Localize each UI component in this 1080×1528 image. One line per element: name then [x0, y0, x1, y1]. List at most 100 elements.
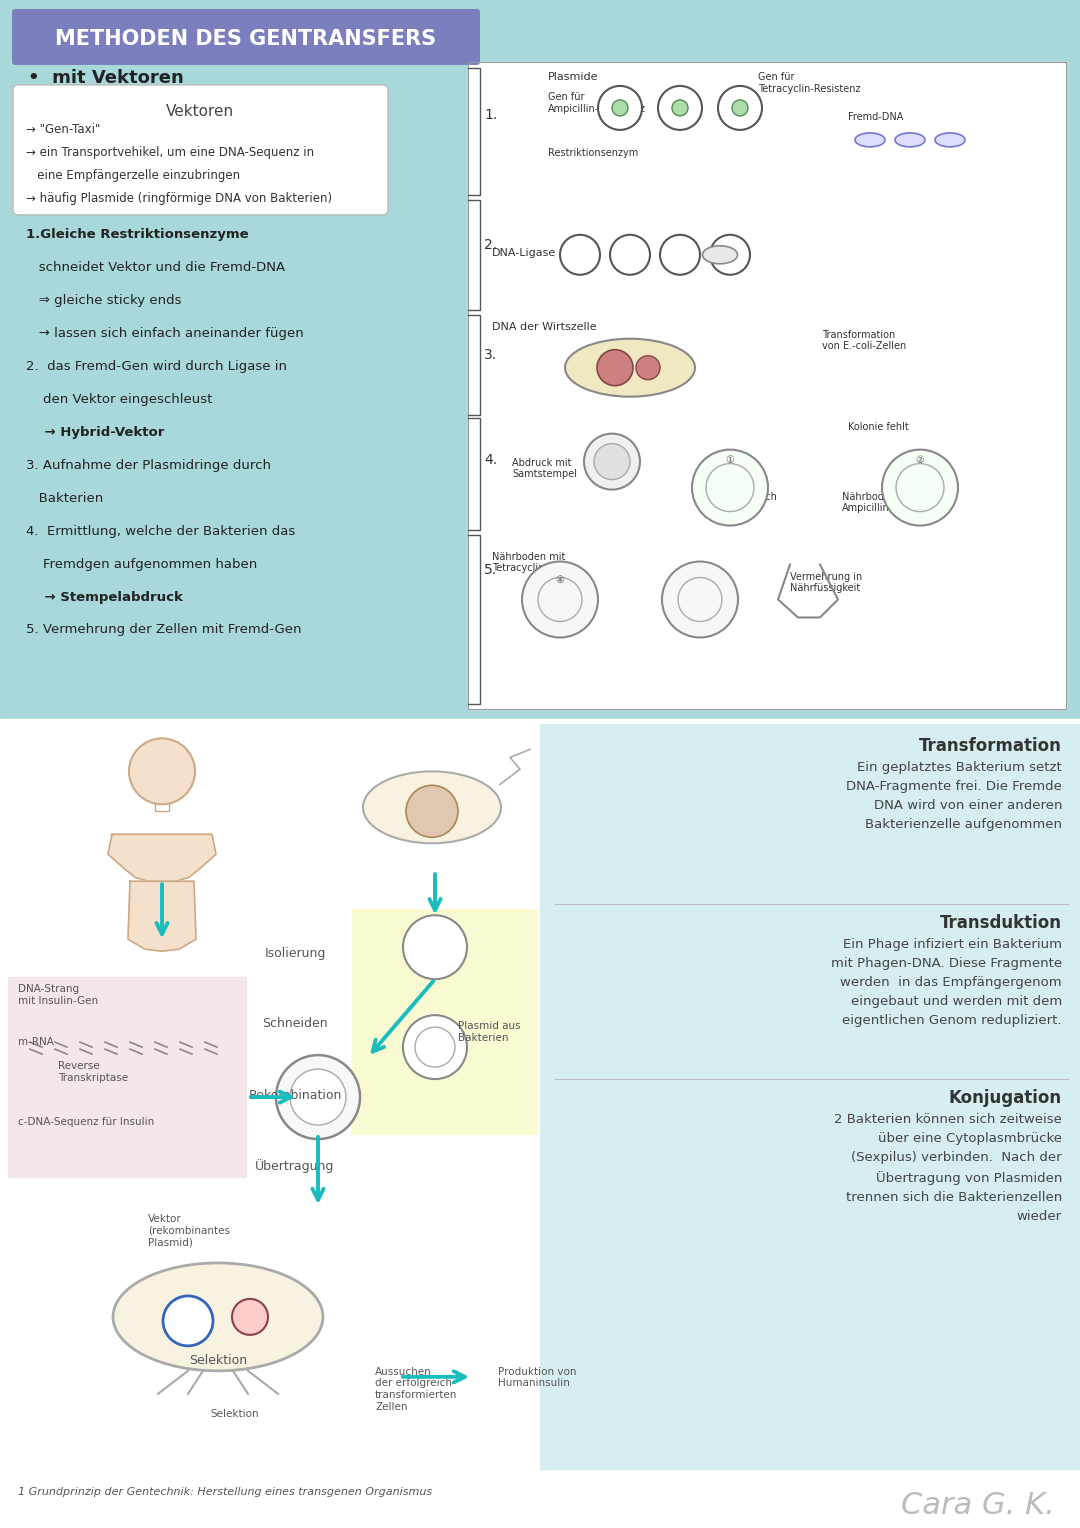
Text: Bakterien: Bakterien	[26, 492, 104, 504]
Text: Transduktion: Transduktion	[940, 914, 1062, 932]
Text: schneidet Vektor und die Fremd-DNA: schneidet Vektor und die Fremd-DNA	[26, 261, 285, 274]
Circle shape	[732, 99, 748, 116]
Text: 3.: 3.	[484, 348, 497, 362]
Text: → Stempelabdruck: → Stempelabdruck	[26, 590, 183, 604]
Text: 4.  Ermittlung, welche der Bakterien das: 4. Ermittlung, welche der Bakterien das	[26, 524, 295, 538]
Bar	[352, 909, 537, 1134]
Text: 5. Vermehrung der Zellen mit Fremd-Gen: 5. Vermehrung der Zellen mit Fremd-Gen	[26, 623, 301, 637]
Text: Restriktionsenzym: Restriktionsenzym	[548, 148, 638, 157]
FancyBboxPatch shape	[13, 86, 388, 215]
Ellipse shape	[702, 246, 738, 264]
Text: Gen für
Tetracyclin-Resistenz: Gen für Tetracyclin-Resistenz	[758, 72, 861, 93]
Text: Übertragung: Übertragung	[255, 1160, 335, 1174]
Circle shape	[415, 1027, 455, 1067]
Text: Rekombination: Rekombination	[248, 1089, 341, 1102]
Text: Reverse
Transkriptase: Reverse Transkriptase	[58, 1060, 129, 1083]
Text: 5.: 5.	[484, 562, 497, 576]
Circle shape	[710, 235, 750, 275]
Bar	[468, 63, 1066, 709]
Text: ②: ②	[916, 455, 924, 465]
Ellipse shape	[855, 133, 885, 147]
Circle shape	[658, 86, 702, 130]
Text: → ein Transportvehikel, um eine DNA-Sequenz in: → ein Transportvehikel, um eine DNA-Sequ…	[26, 145, 314, 159]
Text: → häufig Plasmide (ringförmige DNA von Bakterien): → häufig Plasmide (ringförmige DNA von B…	[26, 193, 333, 205]
Bar	[0, 0, 1080, 720]
Text: Transformation: Transformation	[919, 738, 1062, 755]
Circle shape	[662, 561, 738, 637]
Text: 2 Bakterien können sich zeitweise
über eine Cytoplasmbrücke
(Sexpilus) verbinden: 2 Bakterien können sich zeitweise über e…	[834, 1112, 1062, 1222]
Circle shape	[597, 350, 633, 385]
Circle shape	[610, 235, 650, 275]
Circle shape	[403, 915, 467, 979]
Text: Gen für
Ampicillin-Resistenz: Gen für Ampicillin-Resistenz	[548, 92, 646, 113]
Circle shape	[232, 1299, 268, 1335]
Circle shape	[403, 1015, 467, 1079]
Text: Cara G. K.: Cara G. K.	[901, 1491, 1055, 1520]
Text: Produktion von
Humaninsulin: Produktion von Humaninsulin	[498, 1368, 577, 1389]
Circle shape	[522, 561, 598, 637]
Polygon shape	[129, 882, 195, 952]
Text: Selektion: Selektion	[189, 1354, 247, 1368]
Circle shape	[692, 449, 768, 526]
Ellipse shape	[895, 133, 924, 147]
Text: ④: ④	[555, 575, 565, 585]
Text: Vektor
(rekombinantes
Plasmid): Vektor (rekombinantes Plasmid)	[148, 1213, 230, 1247]
Text: Selektion: Selektion	[210, 1409, 258, 1420]
Bar	[540, 724, 1080, 1468]
Bar	[8, 978, 246, 1177]
Text: Plasmid aus
Bakterien: Plasmid aus Bakterien	[458, 1021, 521, 1042]
Circle shape	[406, 785, 458, 837]
Circle shape	[584, 434, 640, 489]
Circle shape	[598, 86, 642, 130]
Text: Kolonie fehlt: Kolonie fehlt	[848, 422, 908, 431]
Text: ①: ①	[726, 455, 734, 465]
Text: 2.: 2.	[484, 238, 497, 252]
Circle shape	[561, 235, 600, 275]
Circle shape	[129, 738, 195, 804]
Text: •  mit Vektoren: • mit Vektoren	[28, 69, 184, 87]
Text: → Hybrid-Vektor: → Hybrid-Vektor	[26, 426, 164, 439]
Text: Fremd-DNA: Fremd-DNA	[848, 112, 903, 122]
Circle shape	[636, 356, 660, 379]
Ellipse shape	[363, 772, 501, 843]
Circle shape	[882, 449, 958, 526]
Circle shape	[718, 86, 762, 130]
Circle shape	[594, 443, 630, 480]
Text: Abdruck mit
Samtstempel: Abdruck mit Samtstempel	[512, 457, 577, 480]
Text: 1 Grundprinzip der Gentechnik: Herstellung eines transgenen Organismus: 1 Grundprinzip der Gentechnik: Herstellu…	[18, 1487, 432, 1497]
Bar	[468, 63, 1066, 709]
Text: Ein Phage infiziert ein Bakterium
mit Phagen-DNA. Diese Fragmente
werden  in das: Ein Phage infiziert ein Bakterium mit Ph…	[831, 938, 1062, 1027]
Text: Fremdgen aufgenommen haben: Fremdgen aufgenommen haben	[26, 558, 257, 570]
Text: DNA-Ligase: DNA-Ligase	[492, 248, 556, 258]
Circle shape	[612, 99, 627, 116]
Text: c-DNA-Sequenz für Insulin: c-DNA-Sequenz für Insulin	[18, 1117, 154, 1128]
Text: Vermehrung in
Nährfüssigkeit: Vermehrung in Nährfüssigkeit	[789, 571, 862, 593]
Text: Plasmide: Plasmide	[548, 72, 598, 83]
Ellipse shape	[113, 1264, 323, 1371]
Text: Schneiden: Schneiden	[262, 1018, 328, 1030]
Text: DNA der Wirtszelle: DNA der Wirtszelle	[492, 322, 596, 332]
Text: ⇒ gleiche sticky ends: ⇒ gleiche sticky ends	[26, 293, 181, 307]
Text: Konjugation: Konjugation	[949, 1089, 1062, 1108]
Text: → "Gen-Taxi": → "Gen-Taxi"	[26, 122, 100, 136]
Bar	[0, 720, 1080, 1526]
Text: Nährboden mit
Ampicillin: Nährboden mit Ampicillin	[842, 492, 916, 513]
Text: 3. Aufnahme der Plasmidringe durch: 3. Aufnahme der Plasmidringe durch	[26, 458, 271, 472]
Text: Isolierung: Isolierung	[265, 947, 326, 960]
Circle shape	[163, 1296, 213, 1346]
Text: m-RNA: m-RNA	[18, 1038, 54, 1047]
Text: 4.: 4.	[484, 452, 497, 466]
Text: 2.  das Fremd-Gen wird durch Ligase in: 2. das Fremd-Gen wird durch Ligase in	[26, 359, 287, 373]
Text: Vektoren: Vektoren	[166, 104, 234, 119]
Text: Transformation
von E.-coli-Zellen: Transformation von E.-coli-Zellen	[822, 330, 906, 351]
Text: Aussuchen
der erfolgreich
transformierten
Zellen: Aussuchen der erfolgreich transformierte…	[375, 1368, 457, 1412]
Ellipse shape	[565, 339, 696, 397]
Text: DNA-Strang
mit Insulin-Gen: DNA-Strang mit Insulin-Gen	[18, 984, 98, 1005]
Text: → lassen sich einfach aneinander fügen: → lassen sich einfach aneinander fügen	[26, 327, 303, 339]
Circle shape	[291, 1070, 346, 1125]
Text: METHODEN DES GENTRANSFERS: METHODEN DES GENTRANSFERS	[55, 29, 436, 49]
Text: eine Empfängerzelle einzubringen: eine Empfängerzelle einzubringen	[26, 170, 240, 182]
Circle shape	[672, 99, 688, 116]
Text: den Vektor eingeschleust: den Vektor eingeschleust	[26, 393, 213, 405]
Ellipse shape	[935, 133, 966, 147]
